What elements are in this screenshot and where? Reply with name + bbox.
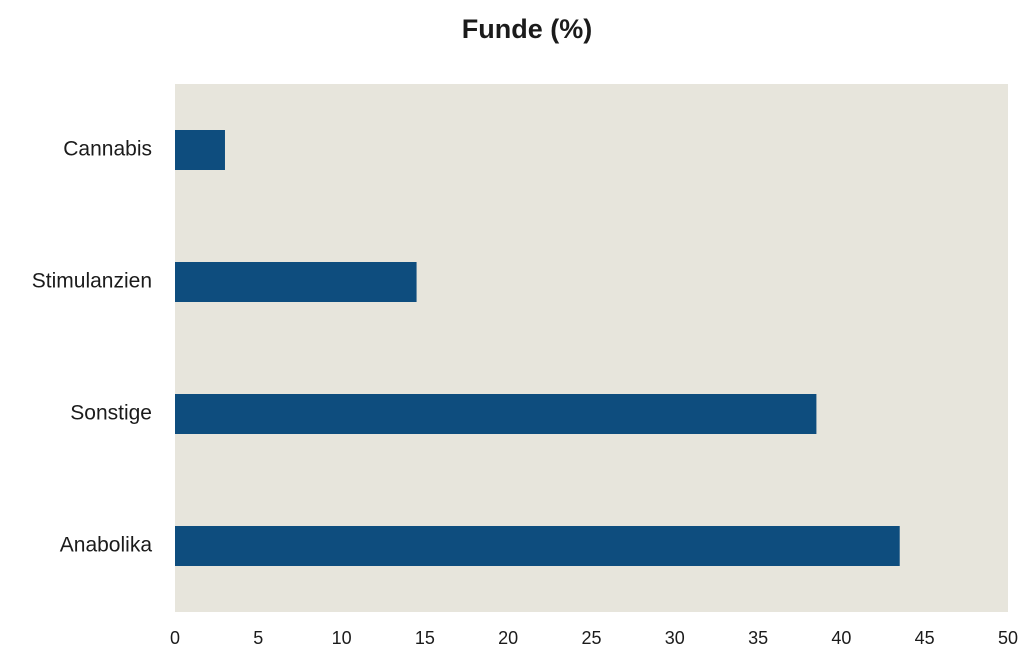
category-label-sonstige: Sonstige <box>70 402 152 425</box>
x-tick-label: 50 <box>998 628 1018 648</box>
category-label-stimulanzien: Stimulanzien <box>32 270 152 293</box>
bar-anabolika <box>175 526 900 566</box>
bar-sonstige <box>175 394 817 434</box>
x-tick-label: 25 <box>581 628 601 648</box>
x-tick-label: 45 <box>915 628 935 648</box>
category-label-cannabis: Cannabis <box>63 138 152 161</box>
x-tick-label: 15 <box>415 628 435 648</box>
x-tick-label: 10 <box>332 628 352 648</box>
x-tick-label: 40 <box>831 628 851 648</box>
chart-title: Funde (%) <box>461 14 593 44</box>
x-tick-label: 35 <box>748 628 768 648</box>
plot-area <box>175 84 1008 612</box>
x-tick-label: 5 <box>253 628 263 648</box>
x-tick-label: 20 <box>498 628 518 648</box>
bar-stimulanzien <box>175 262 417 302</box>
bar-cannabis <box>175 130 225 170</box>
x-tick-label: 30 <box>665 628 685 648</box>
bars-group <box>175 130 900 566</box>
category-labels: Cannabis Stimulanzien Sonstige Anabolika <box>32 138 153 557</box>
x-tick-label: 0 <box>170 628 180 648</box>
category-label-anabolika: Anabolika <box>60 534 153 557</box>
x-axis-tick-labels: 0 5 10 15 20 25 30 35 40 45 50 <box>170 628 1018 648</box>
